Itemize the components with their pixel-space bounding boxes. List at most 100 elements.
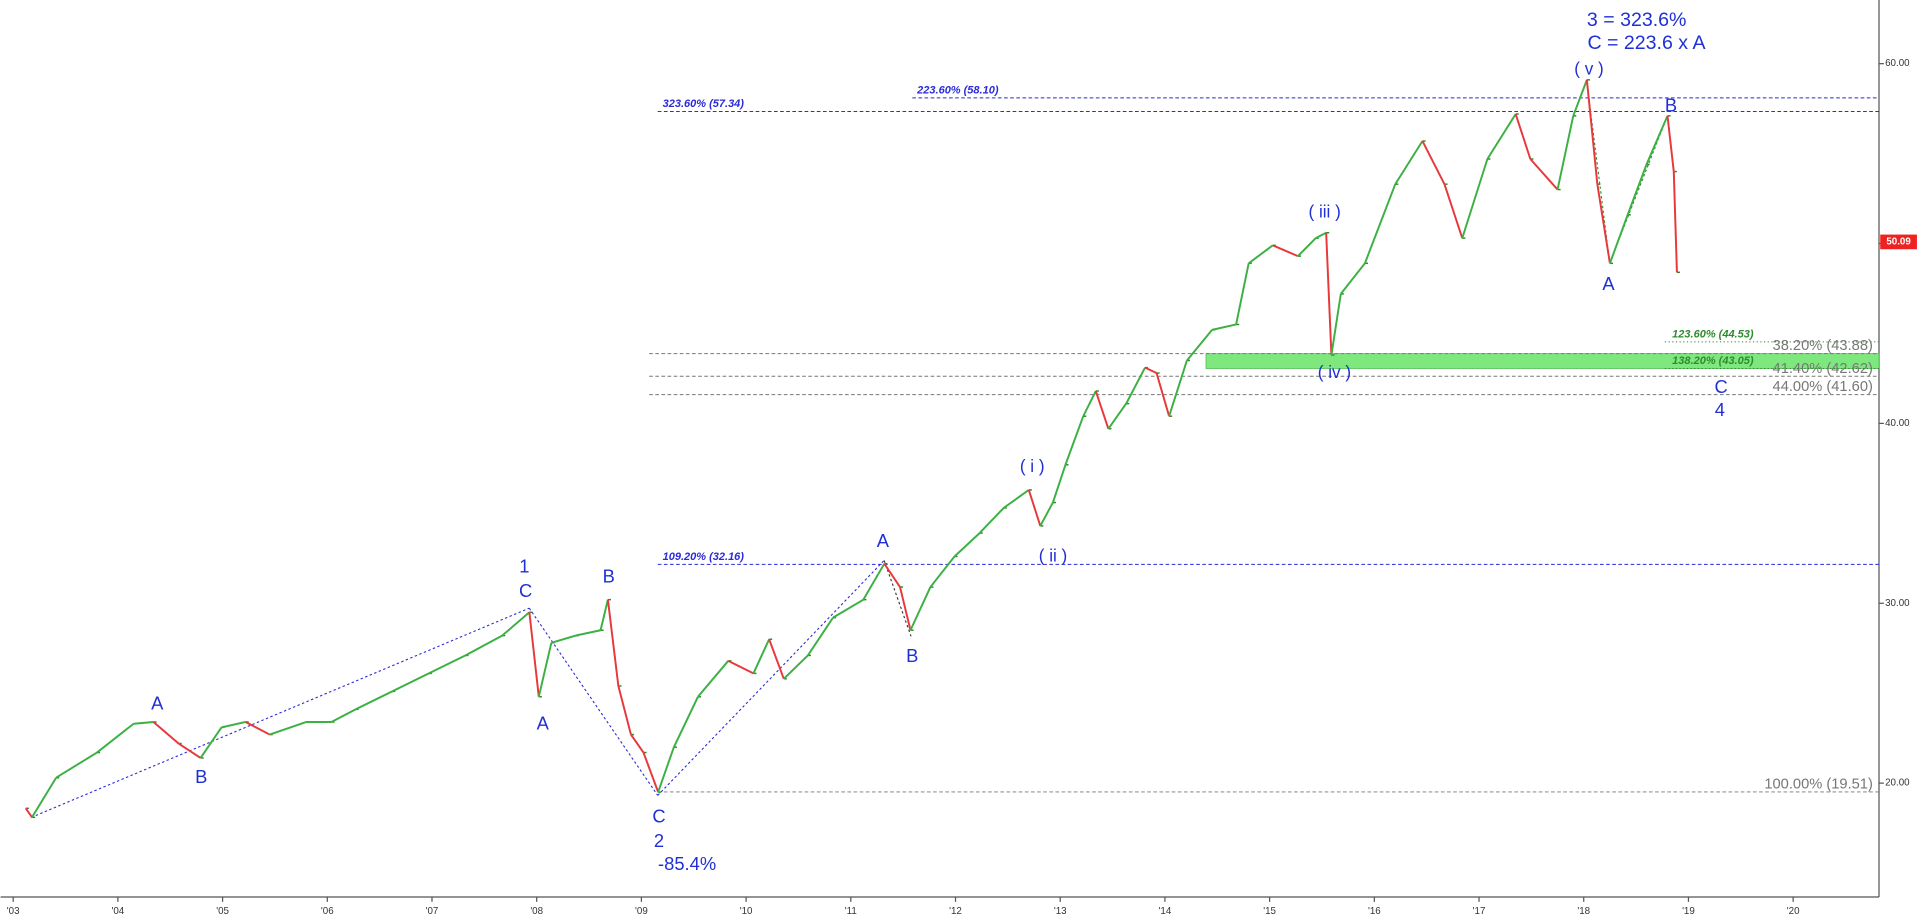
price-segment xyxy=(672,696,699,748)
price-segment xyxy=(832,598,864,619)
level-label: 323.60% (57.34) xyxy=(663,98,745,110)
price-segment xyxy=(1155,372,1171,417)
level-label: 109.20% (32.16) xyxy=(663,551,745,563)
price-segment xyxy=(630,733,645,754)
price-segment xyxy=(331,708,357,723)
x-tick-label: '05 xyxy=(216,906,229,917)
price-segment xyxy=(1486,113,1517,160)
price-segment xyxy=(1051,464,1067,503)
price-segment xyxy=(96,722,135,754)
level-label: 138.20% (43.05) xyxy=(1672,355,1754,367)
wave-label: C xyxy=(1715,376,1728,397)
price-segment xyxy=(152,721,180,745)
price-segment xyxy=(1039,502,1054,527)
price-segment xyxy=(391,672,430,693)
x-tick-label: '12 xyxy=(949,906,962,917)
x-tick-label: '18 xyxy=(1577,906,1590,917)
price-segment xyxy=(1064,415,1085,466)
x-tick-label: '20 xyxy=(1787,906,1800,917)
x-tick-label: '08 xyxy=(530,906,543,917)
wave-label: 1 xyxy=(519,556,529,577)
price-segment xyxy=(909,586,932,631)
price-segment xyxy=(1666,115,1675,172)
y-tick-label: 20.00 xyxy=(1885,778,1910,789)
price-segment xyxy=(1168,360,1188,417)
price-segment xyxy=(807,617,834,656)
price-segment xyxy=(1443,183,1464,239)
price-segment xyxy=(1144,366,1157,374)
level-label: 38.20% (43.88) xyxy=(1773,338,1873,354)
price-segment xyxy=(1394,140,1424,185)
price-segment xyxy=(1461,158,1489,239)
price-segment xyxy=(1626,164,1648,216)
wave-label: B xyxy=(906,645,918,666)
wave-label: 4 xyxy=(1715,399,1725,420)
price-segment xyxy=(55,751,98,779)
price-segment xyxy=(978,507,1005,534)
price-segment xyxy=(1572,79,1588,117)
wave-guide xyxy=(657,560,885,796)
wave-label: ( v ) xyxy=(1574,58,1603,78)
wave-label: C = 223.6 x A xyxy=(1587,32,1706,54)
price-segment xyxy=(31,777,57,818)
x-tick-label: '17 xyxy=(1473,906,1486,917)
price-segment xyxy=(642,752,660,793)
price-segment xyxy=(697,660,730,698)
price-segment xyxy=(1514,113,1532,160)
wave-label: C xyxy=(652,805,665,826)
price-segment xyxy=(752,638,771,674)
wave-guide xyxy=(883,560,912,637)
wave-label: 3 = 323.6% xyxy=(1587,9,1687,31)
price-segment xyxy=(1211,323,1237,331)
level-label: 223.60% (58.10) xyxy=(916,84,999,96)
price-segment xyxy=(899,586,912,631)
wave-label: A xyxy=(1602,273,1615,294)
price-segment xyxy=(269,721,307,736)
price-segment xyxy=(1529,158,1559,191)
price-segment xyxy=(862,563,886,601)
wave-label: A xyxy=(877,530,890,551)
x-tick-label: '09 xyxy=(635,906,648,917)
price-segment xyxy=(768,638,785,680)
price-segment xyxy=(1556,115,1575,190)
price-segment xyxy=(465,634,503,657)
price-segment xyxy=(1340,262,1366,295)
price-segment xyxy=(1421,140,1446,185)
x-tick-label: '13 xyxy=(1054,906,1067,917)
price-segment xyxy=(657,746,675,793)
level-label: 123.60% (44.53) xyxy=(1672,328,1754,340)
price-segment xyxy=(1027,489,1042,527)
price-segment xyxy=(783,654,809,680)
x-tick-label: '15 xyxy=(1263,906,1276,917)
x-tick-label: '11 xyxy=(845,906,857,917)
price-segment xyxy=(929,555,956,588)
x-tick-label: '03 xyxy=(7,906,20,917)
price-segment xyxy=(551,634,576,644)
x-tick-label: '14 xyxy=(1159,906,1172,917)
wave-label: A xyxy=(151,693,164,714)
y-tick-label: 30.00 xyxy=(1885,598,1910,609)
x-tick-label: '10 xyxy=(740,906,753,917)
price-segment xyxy=(1272,244,1299,258)
price-segment xyxy=(1645,115,1669,165)
price-segment xyxy=(1330,293,1342,356)
price-segment xyxy=(428,654,466,675)
wave-label: B xyxy=(1665,94,1677,115)
price-segment xyxy=(1186,329,1213,362)
x-tick-label: '06 xyxy=(321,906,334,917)
wave-label: A xyxy=(537,712,550,733)
price-segment xyxy=(1608,214,1629,264)
price-segment xyxy=(501,611,531,637)
wave-label: C xyxy=(519,580,532,601)
price-segment xyxy=(1248,244,1274,265)
price-segment xyxy=(1363,183,1397,264)
price-segment xyxy=(1125,367,1146,405)
x-tick-label: '19 xyxy=(1682,906,1695,917)
level-label: 44.00% (41.60) xyxy=(1773,379,1873,395)
price-segment xyxy=(528,612,540,697)
price-segment xyxy=(1596,184,1611,264)
price-segment xyxy=(1672,171,1678,273)
last-price-tag xyxy=(1880,234,1917,250)
price-segment xyxy=(606,599,620,687)
